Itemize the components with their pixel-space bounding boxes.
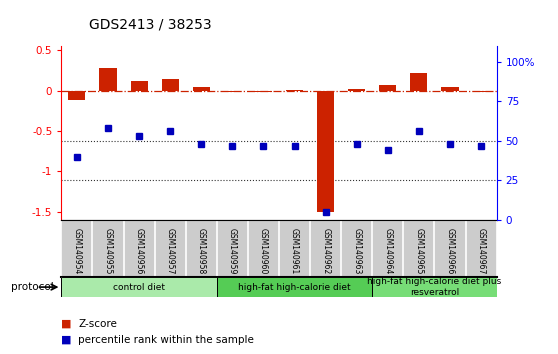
Text: GSM140966: GSM140966 [445, 228, 454, 275]
Text: Z-score: Z-score [78, 319, 117, 329]
Bar [473, 91, 489, 92]
Bar [131, 81, 148, 91]
Text: GSM140964: GSM140964 [383, 228, 392, 275]
Text: ■: ■ [61, 319, 72, 329]
Text: GSM140960: GSM140960 [259, 228, 268, 275]
Text: control diet: control diet [113, 282, 165, 292]
Bar [255, 91, 272, 92]
Bar [317, 91, 334, 212]
Bar [348, 89, 365, 91]
Bar [69, 91, 85, 100]
Text: high-fat high-calorie diet: high-fat high-calorie diet [238, 282, 351, 292]
Text: GSM140963: GSM140963 [352, 228, 361, 275]
Text: GSM140954: GSM140954 [73, 228, 81, 275]
Bar [99, 68, 117, 91]
Text: GSM140958: GSM140958 [197, 228, 206, 275]
Text: GSM140956: GSM140956 [134, 228, 143, 275]
Text: GSM140967: GSM140967 [477, 228, 485, 275]
Bar [286, 90, 303, 91]
Text: GSM140959: GSM140959 [228, 228, 237, 275]
Text: GSM140962: GSM140962 [321, 228, 330, 275]
Text: GSM140957: GSM140957 [166, 228, 175, 275]
Bar [217, 277, 372, 297]
Text: percentile rank within the sample: percentile rank within the sample [78, 335, 254, 345]
Text: GSM140955: GSM140955 [104, 228, 113, 275]
Text: protocol: protocol [11, 282, 54, 292]
Bar [372, 277, 497, 297]
Bar [162, 79, 179, 91]
Text: GSM140965: GSM140965 [415, 228, 424, 275]
Bar [224, 91, 241, 92]
Text: GSM140961: GSM140961 [290, 228, 299, 275]
Bar [410, 73, 427, 91]
Bar [379, 85, 396, 91]
Text: ■: ■ [61, 335, 72, 345]
Bar [193, 87, 210, 91]
Bar [441, 87, 459, 91]
Text: GDS2413 / 38253: GDS2413 / 38253 [89, 18, 212, 32]
Text: high-fat high-calorie diet plus
resveratrol: high-fat high-calorie diet plus resverat… [367, 278, 502, 297]
Bar [61, 277, 217, 297]
